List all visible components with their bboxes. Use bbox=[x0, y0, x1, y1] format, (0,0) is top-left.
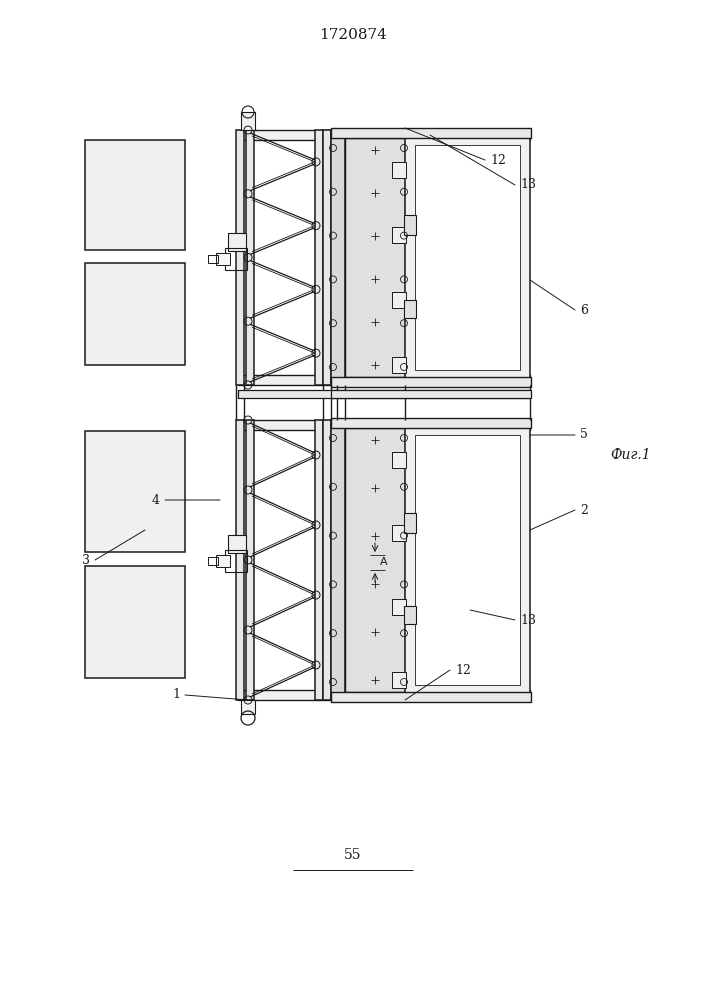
Bar bbox=[216, 252, 230, 264]
Bar bbox=[85, 566, 185, 678]
Text: 1720874: 1720874 bbox=[319, 28, 387, 42]
Text: 13: 13 bbox=[520, 613, 536, 626]
Text: 13: 13 bbox=[520, 178, 536, 192]
Bar bbox=[331, 390, 531, 398]
Bar bbox=[415, 145, 520, 370]
Bar bbox=[246, 130, 254, 385]
Bar bbox=[392, 162, 406, 178]
Bar bbox=[238, 130, 530, 140]
Bar bbox=[392, 292, 406, 308]
Text: 3: 3 bbox=[82, 554, 90, 566]
Bar bbox=[331, 128, 531, 138]
Bar bbox=[331, 420, 345, 700]
Bar bbox=[404, 215, 416, 235]
Text: 6: 6 bbox=[580, 304, 588, 316]
Bar bbox=[392, 227, 406, 243]
Bar bbox=[331, 418, 531, 428]
Bar bbox=[404, 513, 416, 533]
Bar bbox=[225, 550, 247, 572]
Bar bbox=[392, 599, 406, 615]
Text: 55: 55 bbox=[344, 848, 362, 862]
Bar bbox=[228, 535, 246, 553]
Bar bbox=[238, 420, 530, 430]
Bar bbox=[405, 130, 530, 385]
Bar bbox=[404, 300, 416, 318]
Bar bbox=[238, 390, 530, 398]
Bar bbox=[392, 525, 406, 541]
Bar bbox=[331, 377, 531, 387]
Bar bbox=[238, 690, 530, 700]
Text: 12: 12 bbox=[455, 664, 471, 676]
Bar bbox=[238, 375, 530, 385]
Bar bbox=[216, 555, 230, 567]
Bar bbox=[315, 130, 323, 385]
Bar bbox=[404, 606, 416, 624]
Bar bbox=[331, 692, 531, 702]
Bar bbox=[236, 130, 244, 385]
Bar bbox=[405, 420, 530, 700]
Bar bbox=[246, 420, 254, 700]
Bar bbox=[236, 420, 244, 700]
Text: 12: 12 bbox=[490, 153, 506, 166]
Bar bbox=[345, 138, 405, 377]
Bar bbox=[331, 130, 345, 385]
Bar bbox=[392, 672, 406, 688]
Bar bbox=[85, 431, 185, 552]
Bar bbox=[315, 420, 323, 700]
Bar bbox=[228, 232, 246, 250]
Bar bbox=[85, 263, 185, 365]
Bar bbox=[415, 435, 520, 685]
Bar bbox=[208, 254, 218, 262]
Bar bbox=[323, 420, 331, 700]
Text: 1: 1 bbox=[172, 688, 180, 702]
Text: Фиг.1: Фиг.1 bbox=[610, 448, 650, 462]
Bar bbox=[345, 428, 405, 692]
Bar bbox=[85, 140, 185, 250]
Bar bbox=[392, 452, 406, 468]
Bar bbox=[225, 247, 247, 269]
Bar bbox=[323, 130, 331, 385]
Text: 4: 4 bbox=[152, 493, 160, 506]
Text: A: A bbox=[380, 557, 387, 567]
Bar bbox=[241, 112, 255, 130]
Bar bbox=[241, 700, 255, 714]
Text: 2: 2 bbox=[580, 504, 588, 516]
Bar bbox=[392, 357, 406, 373]
Bar bbox=[208, 557, 218, 565]
Text: 5: 5 bbox=[580, 428, 588, 442]
